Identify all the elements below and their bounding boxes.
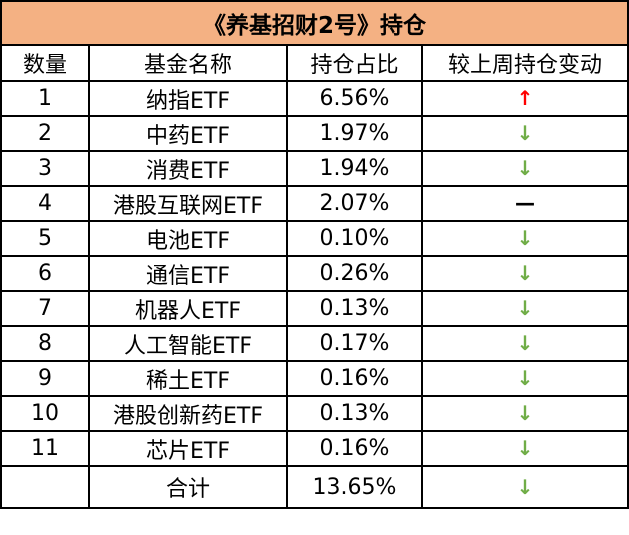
row-fund-name: 港股创新药ETF [88, 395, 288, 432]
table-row: 6 通信ETF 0.26% ↓ [0, 255, 629, 292]
arrow-down-icon: ↓ [516, 121, 534, 145]
row-num: 5 [0, 220, 90, 257]
title-row: 《养基招财2号》持仓 [0, 0, 629, 46]
row-num: 6 [0, 255, 90, 292]
total-row: 合计 13.65% ↓ [0, 465, 629, 509]
row-share: 0.26% [286, 255, 423, 292]
row-num: 4 [0, 185, 90, 222]
table-row: 2 中药ETF 1.97% ↓ [0, 115, 629, 152]
row-fund-name: 机器人ETF [88, 290, 288, 327]
total-change-icon: ↓ [516, 474, 534, 499]
total-num [0, 465, 90, 509]
arrow-down-icon: ↓ [516, 226, 534, 250]
header-share: 持仓占比 [286, 44, 423, 82]
header-fund-name: 基金名称 [88, 44, 288, 82]
table-row: 10 港股创新药ETF 0.13% ↓ [0, 395, 629, 432]
arrow-down-icon: ↓ [516, 401, 534, 425]
holdings-rows: 1 纳指ETF 6.56% ↑ 2 中药ETF 1.97% ↓ 3 消费ETF 1.94% ↓ 4 港股互… [0, 80, 629, 467]
total-share: 13.65% [286, 465, 423, 509]
row-share: 1.97% [286, 115, 423, 152]
row-num: 2 [0, 115, 90, 152]
table-row: 5 电池ETF 0.10% ↓ [0, 220, 629, 257]
row-fund-name: 电池ETF [88, 220, 288, 257]
row-num: 1 [0, 80, 90, 117]
row-fund-name: 人工智能ETF [88, 325, 288, 362]
row-share: 1.94% [286, 150, 423, 187]
arrow-down-icon: ↓ [516, 261, 534, 285]
row-change: ↓ [420, 150, 629, 187]
holdings-table: 《养基招财2号》持仓 数量 基金名称 持仓占比 较上周持仓变动 1 纳指ETF 6.… [0, 0, 629, 509]
row-share: 0.17% [286, 325, 423, 362]
arrow-down-icon: ↓ [516, 366, 534, 390]
row-share: 0.16% [286, 360, 423, 397]
arrow-down-icon: ↓ [516, 331, 534, 355]
row-num: 7 [0, 290, 90, 327]
arrow-down-icon: ↓ [516, 296, 534, 320]
row-share: 0.16% [286, 430, 423, 467]
arrow-down-icon: ↓ [516, 156, 534, 180]
header-row: 数量 基金名称 持仓占比 较上周持仓变动 [0, 44, 629, 82]
row-fund-name: 芯片ETF [88, 430, 288, 467]
total-label: 合计 [88, 465, 288, 509]
row-fund-name: 稀土ETF [88, 360, 288, 397]
total-change: ↓ [420, 465, 629, 509]
arrow-up-icon: ↑ [516, 86, 534, 110]
row-fund-name: 纳指ETF [88, 80, 288, 117]
row-num: 9 [0, 360, 90, 397]
row-share: 6.56% [286, 80, 423, 117]
header-change: 较上周持仓变动 [420, 44, 629, 82]
arrow-down-icon: ↓ [516, 436, 534, 460]
row-change: ↑ [420, 80, 629, 117]
row-fund-name: 港股互联网ETF [88, 185, 288, 222]
row-change: — [420, 185, 629, 222]
row-share: 2.07% [286, 185, 423, 222]
row-change: ↓ [420, 255, 629, 292]
table-row: 11 芯片ETF 0.16% ↓ [0, 430, 629, 467]
row-change: ↓ [420, 325, 629, 362]
row-change: ↓ [420, 115, 629, 152]
row-change: ↓ [420, 220, 629, 257]
table-row: 7 机器人ETF 0.13% ↓ [0, 290, 629, 327]
row-fund-name: 中药ETF [88, 115, 288, 152]
row-num: 3 [0, 150, 90, 187]
table-title: 《养基招财2号》持仓 [0, 0, 629, 46]
dash-icon: — [515, 191, 535, 215]
table-row: 9 稀土ETF 0.16% ↓ [0, 360, 629, 397]
row-share: 0.13% [286, 290, 423, 327]
row-num: 10 [0, 395, 90, 432]
row-fund-name: 通信ETF [88, 255, 288, 292]
row-share: 0.13% [286, 395, 423, 432]
table-row: 8 人工智能ETF 0.17% ↓ [0, 325, 629, 362]
header-num: 数量 [0, 44, 90, 82]
row-num: 11 [0, 430, 90, 467]
row-share: 0.10% [286, 220, 423, 257]
table-row: 1 纳指ETF 6.56% ↑ [0, 80, 629, 117]
row-change: ↓ [420, 290, 629, 327]
row-fund-name: 消费ETF [88, 150, 288, 187]
row-num: 8 [0, 325, 90, 362]
row-change: ↓ [420, 360, 629, 397]
table-row: 3 消费ETF 1.94% ↓ [0, 150, 629, 187]
row-change: ↓ [420, 395, 629, 432]
row-change: ↓ [420, 430, 629, 467]
table-row: 4 港股互联网ETF 2.07% — [0, 185, 629, 222]
